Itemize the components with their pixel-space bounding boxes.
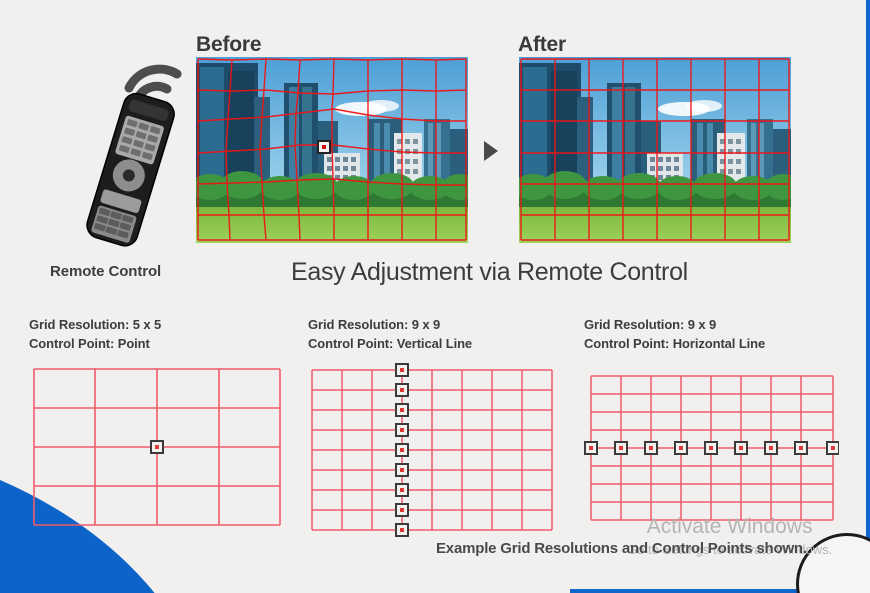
- remote-control-illustration: [72, 58, 202, 258]
- after-label: After: [518, 33, 567, 56]
- edge-decoration-right: [866, 0, 870, 593]
- before-photo-with-grid: [196, 57, 468, 243]
- remote-control-icon: [86, 64, 182, 247]
- before-after-arrow-icon: [484, 141, 498, 161]
- edge-decoration-bottom: [570, 589, 870, 593]
- footer-caption: Example Grid Resolutions and Control Poi…: [436, 540, 807, 557]
- after-photo-panel: [519, 57, 791, 243]
- main-caption: Easy Adjustment via Remote Control: [291, 258, 688, 286]
- control-point-marker: [150, 440, 164, 454]
- diagram-grid-9x9-horizontal-line: [583, 372, 840, 535]
- grid-caption-1: Grid Resolution: 5 x 5 Control Point: Po…: [29, 317, 162, 351]
- diagram-grid-9x9-vertical-line: [308, 363, 556, 544]
- grid-caption-3: Grid Resolution: 9 x 9 Control Point: Ho…: [584, 317, 766, 351]
- before-control-point: [317, 140, 331, 154]
- before-label: Before: [196, 33, 262, 56]
- grid-5x5-point-svg: [33, 368, 281, 526]
- grid-caption-2: Grid Resolution: 9 x 9 Control Point: Ve…: [308, 317, 473, 351]
- after-photo-with-grid: [519, 57, 791, 243]
- before-photo-panel: [196, 57, 468, 243]
- circle-decoration-bottom-right: [796, 533, 870, 593]
- grid-9x9-horizontal-svg: [584, 375, 840, 521]
- grid-9x9-vertical-svg: [311, 363, 553, 537]
- remote-control-caption: Remote Control: [50, 263, 162, 280]
- diagram-grid-5x5-point: [31, 366, 283, 535]
